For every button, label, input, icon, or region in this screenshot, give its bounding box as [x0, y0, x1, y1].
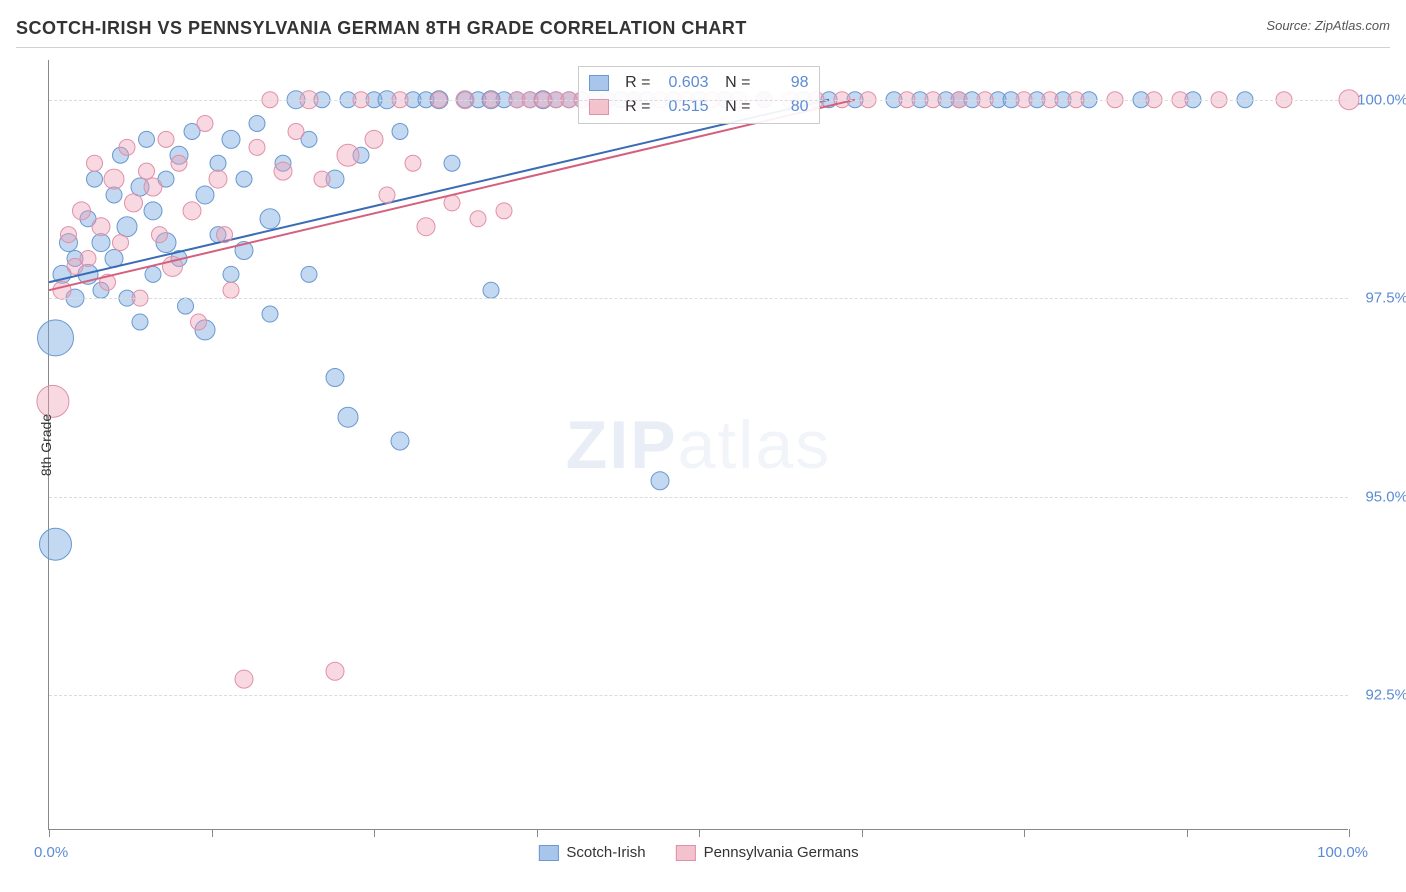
scatter-point	[223, 266, 239, 282]
y-tick-label: 97.5%	[1365, 290, 1406, 307]
scatter-point	[337, 144, 359, 166]
source-attribution: Source: ZipAtlas.com	[1266, 18, 1390, 33]
scatter-point	[158, 131, 174, 147]
source-name: ZipAtlas.com	[1315, 18, 1390, 33]
scatter-point	[379, 187, 395, 203]
scatter-point	[37, 385, 69, 417]
scatter-point	[38, 320, 74, 356]
x-axis-max-label: 100.0%	[1317, 844, 1368, 861]
legend-swatch-penn-german	[589, 99, 609, 115]
scatter-point	[197, 116, 213, 132]
legend-row-penn-german: R = 0.515 N = 80	[589, 95, 809, 119]
scatter-point	[61, 227, 77, 243]
scatter-point	[144, 178, 162, 196]
scatter-point	[217, 227, 233, 243]
scatter-point	[326, 369, 344, 387]
scatter-point	[53, 281, 71, 299]
scatter-point	[391, 432, 409, 450]
scatter-point	[249, 139, 265, 155]
scatter-point	[139, 131, 155, 147]
scatter-point	[80, 250, 96, 266]
scatter-point	[196, 186, 214, 204]
scatter-point	[651, 472, 669, 490]
legend-r-label: R =	[617, 74, 651, 92]
plot-area: ZIPatlas R = 0.603 N = 98 R = 0.515 N = …	[48, 60, 1348, 830]
y-axis-label: 8th Grade	[38, 413, 54, 475]
x-legend-swatch-scotch-irish	[538, 845, 558, 861]
scatter-point	[183, 202, 201, 220]
scatter-point	[191, 314, 207, 330]
trend-line	[49, 100, 829, 283]
legend-row-scotch-irish: R = 0.603 N = 98	[589, 71, 809, 95]
legend-swatch-scotch-irish	[589, 75, 609, 91]
scatter-point	[144, 202, 162, 220]
y-tick-label: 100.0%	[1357, 91, 1406, 108]
scatter-point	[104, 169, 124, 189]
legend-n-label: N =	[717, 74, 751, 92]
x-legend-item-scotch-irish: Scotch-Irish	[538, 844, 645, 861]
chart-title: SCOTCH-IRISH VS PENNSYLVANIA GERMAN 8TH …	[16, 18, 747, 39]
scatter-point	[223, 282, 239, 298]
scatter-point	[274, 162, 292, 180]
scatter-point	[338, 407, 358, 427]
scatter-point	[178, 298, 194, 314]
scatter-point	[288, 123, 304, 139]
scatter-point	[222, 130, 240, 148]
scatter-point	[171, 155, 187, 171]
scatter-point	[444, 155, 460, 171]
scatter-point	[139, 163, 155, 179]
trend-line	[49, 100, 855, 291]
scatter-point	[326, 662, 344, 680]
chart-header: SCOTCH-IRISH VS PENNSYLVANIA GERMAN 8TH …	[16, 18, 1390, 48]
legend-n-value-0: 98	[759, 74, 809, 92]
scatter-point	[152, 227, 168, 243]
scatter-point	[73, 202, 91, 220]
legend-r-value-0: 0.603	[659, 74, 709, 92]
scatter-point	[236, 171, 252, 187]
x-legend-label-scotch-irish: Scotch-Irish	[566, 844, 645, 861]
scatter-point	[92, 234, 110, 252]
x-legend-label-penn-german: Pennsylvania Germans	[704, 844, 859, 861]
scatter-point	[125, 194, 143, 212]
scatter-point	[40, 528, 72, 560]
y-tick-label: 92.5%	[1365, 687, 1406, 704]
scatter-point	[301, 266, 317, 282]
scatter-point	[113, 235, 129, 251]
scatter-point	[117, 217, 137, 237]
x-legend-swatch-penn-german	[676, 845, 696, 861]
scatter-point	[365, 130, 383, 148]
legend-r-value-1: 0.515	[659, 98, 709, 116]
legend-n-label: N =	[717, 98, 751, 116]
scatter-point	[405, 155, 421, 171]
scatter-plot-svg	[49, 60, 1349, 830]
plot-container: ZIPatlas R = 0.603 N = 98 R = 0.515 N = …	[48, 60, 1388, 830]
x-axis-min-label: 0.0%	[34, 844, 68, 861]
x-axis-series-legend: Scotch-Irish Pennsylvania Germans	[538, 844, 858, 861]
scatter-point	[210, 155, 226, 171]
scatter-point	[470, 211, 486, 227]
scatter-point	[87, 155, 103, 171]
legend-n-value-1: 80	[759, 98, 809, 116]
scatter-point	[209, 170, 227, 188]
scatter-point	[260, 209, 280, 229]
scatter-point	[92, 218, 110, 236]
scatter-point	[417, 218, 435, 236]
scatter-point	[314, 171, 330, 187]
scatter-point	[235, 670, 253, 688]
scatter-point	[145, 266, 161, 282]
scatter-point	[392, 123, 408, 139]
scatter-point	[132, 314, 148, 330]
legend-r-label: R =	[617, 98, 651, 116]
scatter-point	[483, 282, 499, 298]
scatter-point	[249, 116, 265, 132]
scatter-point	[262, 306, 278, 322]
source-label: Source:	[1266, 18, 1311, 33]
y-tick-label: 95.0%	[1365, 488, 1406, 505]
scatter-point	[87, 171, 103, 187]
scatter-point	[119, 139, 135, 155]
x-legend-item-penn-german: Pennsylvania Germans	[676, 844, 859, 861]
scatter-point	[496, 203, 512, 219]
correlation-legend-box: R = 0.603 N = 98 R = 0.515 N = 80	[578, 66, 820, 124]
